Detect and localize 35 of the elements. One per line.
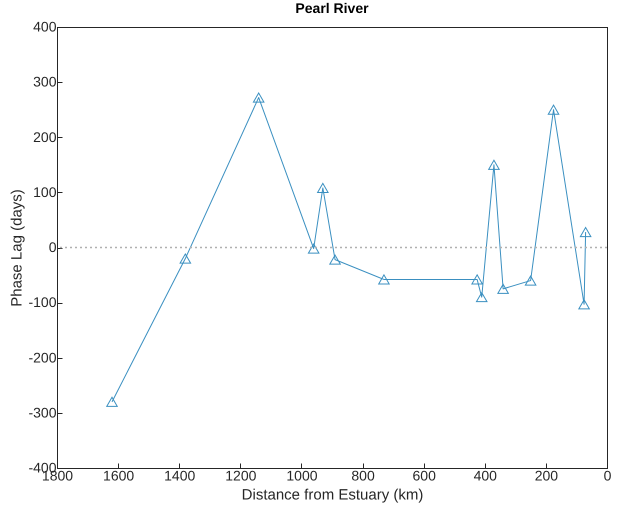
y-tick-label: 300 (33, 74, 57, 90)
y-tick-label: 400 (33, 18, 57, 34)
x-tick-label: 600 (412, 468, 436, 484)
x-tick-label: 1200 (225, 468, 257, 484)
point (252, 92, 264, 103)
point (578, 299, 590, 310)
point (548, 104, 560, 115)
point (580, 227, 592, 238)
x-axis-title: Distance from Estuary (km) (242, 486, 424, 504)
x-tick-label: 200 (534, 468, 558, 484)
point (378, 274, 390, 285)
y-tick-label: 200 (33, 128, 57, 145)
point (180, 253, 192, 264)
point (308, 244, 320, 254)
x-tick-label: 400 (474, 468, 498, 484)
x-tick-label: 1400 (164, 468, 196, 484)
chart-title: Pearl River (295, 0, 370, 16)
y-tick-label: 100 (33, 184, 57, 200)
x-tick-label: 800 (351, 468, 375, 484)
point (524, 276, 536, 286)
y-tick-label: -100 (28, 294, 57, 310)
point (488, 160, 500, 170)
x-tick-label: 1000 (286, 468, 318, 484)
point (471, 274, 483, 285)
point (106, 396, 118, 407)
y-axis-title: Phase Lag (days) (8, 189, 26, 307)
point (317, 182, 329, 194)
y-tick-label: 0 (48, 239, 57, 255)
y-tick-label: -300 (28, 404, 57, 420)
point (329, 254, 341, 265)
x-tick-label: 1600 (103, 468, 134, 484)
y-tick-label: -200 (28, 349, 57, 366)
point (497, 284, 509, 294)
x-tick-label: 0 (604, 468, 612, 484)
point (476, 292, 488, 302)
